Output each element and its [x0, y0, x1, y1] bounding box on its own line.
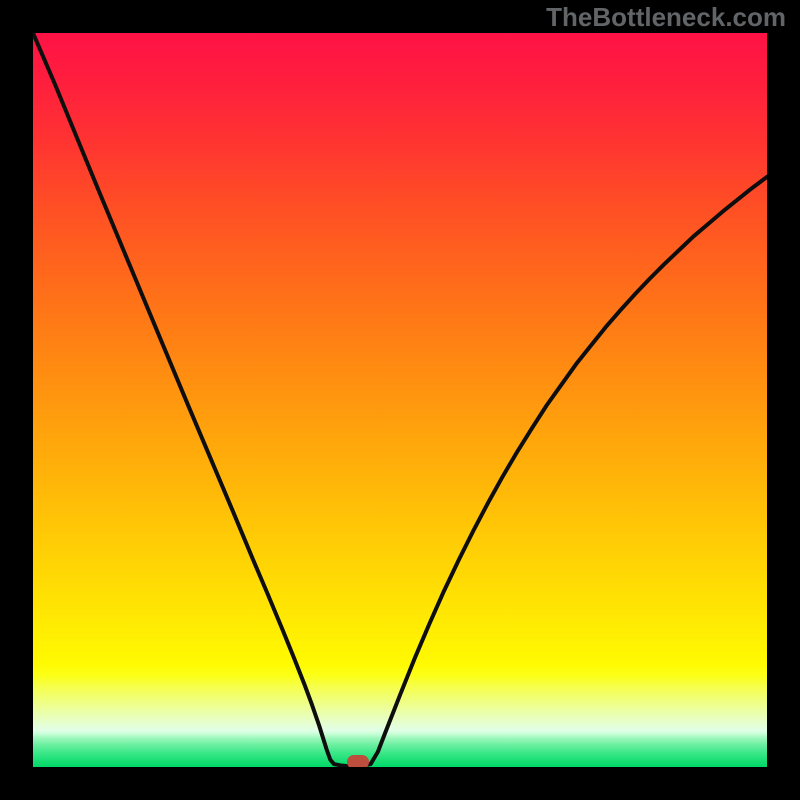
watermark-label: TheBottleneck.com [546, 2, 786, 33]
curve-path [33, 33, 767, 766]
plot-area [33, 33, 767, 767]
bottleneck-curve [33, 33, 767, 767]
minimum-point-marker [347, 755, 369, 767]
